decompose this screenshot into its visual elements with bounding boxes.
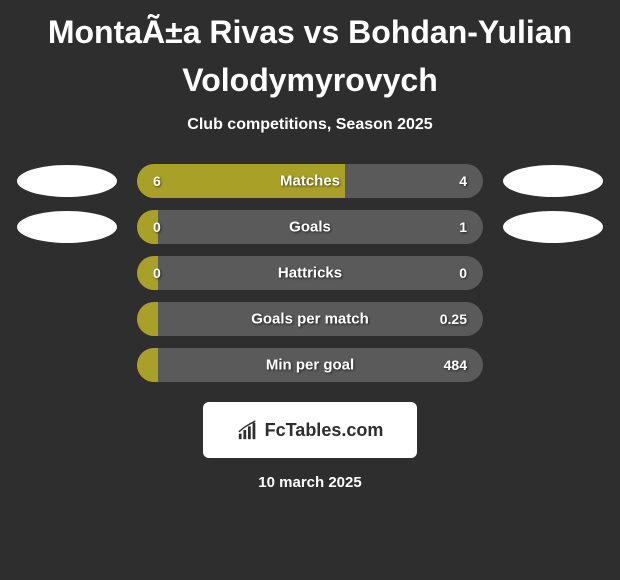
- ellipse-placeholder: [503, 303, 603, 335]
- stat-label: Goals per match: [251, 311, 369, 328]
- footer-brand-text: FcTables.com: [265, 420, 384, 441]
- stat-bar: 6 Matches 4: [137, 164, 483, 198]
- stat-label: Goals: [289, 219, 331, 236]
- ellipse-placeholder: [503, 349, 603, 381]
- ellipse-placeholder: [17, 257, 117, 289]
- ellipse-placeholder: [503, 257, 603, 289]
- stats-container: 6 Matches 4 0 Goals 1 0 Hattricks 0 Goals per mat…: [0, 164, 620, 382]
- bar-fill-left: [137, 348, 158, 382]
- page-subtitle: Club competitions, Season 2025: [0, 116, 620, 134]
- stat-label: Matches: [280, 173, 340, 190]
- stat-bar: 0 Hattricks 0: [137, 256, 483, 290]
- stat-row: 0 Goals 1: [0, 210, 620, 244]
- stat-right-value: 1: [459, 219, 467, 235]
- footer-date: 10 march 2025: [0, 474, 620, 491]
- stat-label: Hattricks: [278, 265, 342, 282]
- left-ellipse: [17, 165, 117, 197]
- stat-right-value: 4: [459, 173, 467, 189]
- stat-right-value: 484: [444, 357, 467, 373]
- stat-left-value: 0: [153, 219, 161, 235]
- right-ellipse: [503, 165, 603, 197]
- page-title: MontaÃ±a Rivas vs Bohdan-Yulian Volodymy…: [0, 0, 620, 104]
- stat-bar: Goals per match 0.25: [137, 302, 483, 336]
- stat-row: Min per goal 484: [0, 348, 620, 382]
- left-ellipse: [17, 211, 117, 243]
- stat-left-value: 6: [153, 173, 161, 189]
- chart-icon: [237, 419, 259, 441]
- stat-row: 6 Matches 4: [0, 164, 620, 198]
- stat-bar: 0 Goals 1: [137, 210, 483, 244]
- stat-left-value: 0: [153, 265, 161, 281]
- right-ellipse: [503, 211, 603, 243]
- bar-fill-left: [137, 302, 158, 336]
- stat-label: Min per goal: [266, 357, 354, 374]
- ellipse-placeholder: [17, 303, 117, 335]
- stat-right-value: 0.25: [440, 311, 467, 327]
- stat-right-value: 0: [459, 265, 467, 281]
- stat-row: 0 Hattricks 0: [0, 256, 620, 290]
- ellipse-placeholder: [17, 349, 117, 381]
- stat-bar: Min per goal 484: [137, 348, 483, 382]
- stat-row: Goals per match 0.25: [0, 302, 620, 336]
- footer-logo: FcTables.com: [203, 402, 417, 458]
